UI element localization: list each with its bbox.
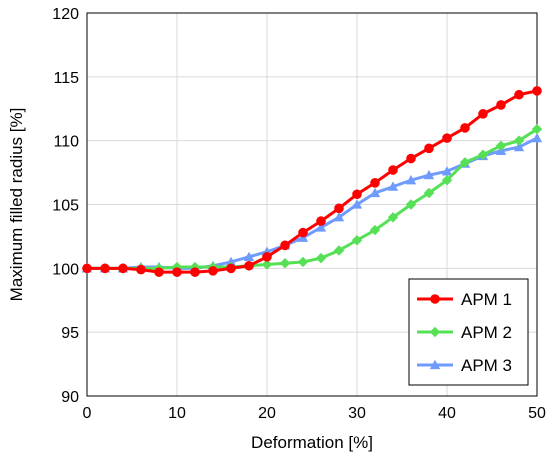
tick-labels: 90 95 100 105 110 115 120 0 10 20 30 40 50 xyxy=(52,6,546,422)
data-point-apm-3 xyxy=(315,222,327,232)
legend-item-apm-3: APM 3 xyxy=(417,356,512,375)
series-apm-2 xyxy=(81,123,543,274)
y-axis-title: Maximum filled radius [%] xyxy=(7,108,26,302)
data-point-apm-2 xyxy=(279,258,291,269)
data-point-apm-1 xyxy=(406,153,416,164)
legend-swatch-marker xyxy=(429,326,441,338)
data-point-apm-2 xyxy=(441,175,453,186)
x-tick-label: 10 xyxy=(168,405,186,422)
legend-label: APM 1 xyxy=(461,290,512,309)
legend-swatch-marker xyxy=(429,359,441,370)
data-point-apm-3 xyxy=(513,141,525,152)
x-tick-label: 40 xyxy=(438,405,456,422)
data-point-apm-1 xyxy=(316,216,326,226)
data-point-apm-1 xyxy=(442,133,452,143)
data-point-apm-3 xyxy=(531,132,543,143)
data-point-apm-2 xyxy=(513,135,525,146)
data-point-apm-2 xyxy=(495,140,507,151)
series-line-apm-2 xyxy=(87,127,538,270)
data-point-apm-2 xyxy=(297,256,309,268)
y-tick-label: 120 xyxy=(52,6,79,23)
data-point-apm-1 xyxy=(82,263,92,274)
data-point-apm-1 xyxy=(424,143,434,154)
y-tick-label: 95 xyxy=(61,325,79,342)
data-point-apm-1 xyxy=(190,267,200,277)
data-point-apm-3 xyxy=(369,187,381,198)
data-point-apm-3 xyxy=(441,166,453,176)
data-point-apm-1 xyxy=(262,252,272,262)
data-point-apm-2 xyxy=(387,212,399,223)
data-point-apm-1 xyxy=(172,267,182,277)
data-point-apm-2 xyxy=(369,224,381,236)
data-point-apm-1 xyxy=(154,267,164,277)
data-point-apm-2 xyxy=(459,157,471,168)
data-point-apm-1 xyxy=(460,123,470,133)
data-point-apm-3 xyxy=(351,199,363,209)
data-point-apm-1 xyxy=(334,203,344,214)
data-point-apm-1 xyxy=(208,266,218,276)
legend-item-apm-1: APM 1 xyxy=(417,290,512,309)
data-point-apm-1 xyxy=(532,86,542,96)
data-point-apm-3 xyxy=(225,256,237,267)
data-point-apm-1 xyxy=(100,263,110,274)
x-tick-label: 30 xyxy=(348,405,366,422)
legend-label: APM 2 xyxy=(461,323,512,342)
data-point-apm-2 xyxy=(531,123,543,135)
data-point-apm-2 xyxy=(405,199,417,210)
data-point-apm-1 xyxy=(298,227,308,238)
data-point-apm-1 xyxy=(118,263,128,274)
data-point-apm-1 xyxy=(496,100,506,110)
data-point-apm-2 xyxy=(351,235,363,246)
data-point-apm-2 xyxy=(333,245,345,256)
x-tick-label: 0 xyxy=(83,405,92,422)
series-line-apm-3 xyxy=(87,136,538,270)
data-point-apm-3 xyxy=(333,212,345,222)
series-apm-1 xyxy=(82,86,542,277)
data-point-apm-1 xyxy=(280,240,290,251)
data-point-apm-2 xyxy=(261,259,273,270)
data-point-apm-2 xyxy=(423,187,435,199)
data-point-apm-1 xyxy=(244,260,254,271)
data-point-apm-3 xyxy=(387,181,399,191)
data-point-apm-1 xyxy=(370,177,380,188)
series-line-apm-1 xyxy=(87,89,538,274)
data-point-apm-3 xyxy=(405,175,417,185)
data-point-apm-1 xyxy=(514,89,524,100)
data-point-apm-1 xyxy=(226,263,236,274)
data-point-apm-2 xyxy=(477,149,489,160)
legend: APM 1 APM 2 APM 3 xyxy=(408,278,529,386)
data-point-apm-1 xyxy=(136,264,146,275)
data-point-apm-1 xyxy=(352,189,362,200)
series-apm-3 xyxy=(81,132,543,273)
series-lines xyxy=(81,86,543,277)
y-tick-label: 110 xyxy=(53,134,79,151)
y-tick-label: 100 xyxy=(52,261,79,278)
x-axis-title: Deformation [%] xyxy=(251,433,373,452)
x-tick-label: 50 xyxy=(528,405,546,422)
plot-frame xyxy=(86,12,538,397)
y-tick-label: 115 xyxy=(53,70,79,87)
data-point-apm-3 xyxy=(243,251,255,262)
y-tick-label: 105 xyxy=(52,198,79,215)
data-point-apm-1 xyxy=(478,109,488,119)
y-tick-label: 90 xyxy=(61,389,79,406)
data-point-apm-2 xyxy=(315,252,327,264)
legend-swatch-marker xyxy=(430,294,440,304)
x-tick-label: 20 xyxy=(258,405,276,422)
legend-label: APM 3 xyxy=(461,356,512,375)
data-point-apm-3 xyxy=(423,169,435,180)
legend-item-apm-2: APM 2 xyxy=(417,323,512,342)
data-point-apm-1 xyxy=(388,165,398,175)
